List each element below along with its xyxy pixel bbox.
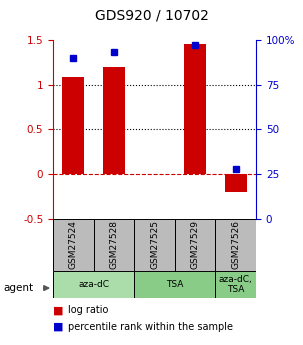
Bar	[53, 219, 94, 271]
Text: GDS920 / 10702: GDS920 / 10702	[95, 9, 208, 23]
Text: GSM27529: GSM27529	[191, 220, 200, 269]
Bar	[215, 219, 256, 271]
Text: ■: ■	[53, 305, 64, 315]
Bar	[175, 219, 215, 271]
Bar	[94, 219, 134, 271]
Text: aza-dC: aza-dC	[78, 280, 109, 289]
Text: percentile rank within the sample: percentile rank within the sample	[68, 322, 233, 332]
Text: GSM27528: GSM27528	[109, 220, 118, 269]
Text: GSM27525: GSM27525	[150, 220, 159, 269]
Bar	[215, 271, 256, 298]
Bar	[134, 271, 215, 298]
Bar	[53, 271, 134, 298]
Bar	[134, 219, 175, 271]
Text: aza-dC,
TSA: aza-dC, TSA	[219, 275, 253, 294]
Text: agent: agent	[3, 283, 33, 293]
Bar	[184, 44, 206, 174]
Text: TSA: TSA	[166, 280, 184, 289]
Text: ■: ■	[53, 322, 64, 332]
Bar	[103, 67, 125, 174]
Bar	[225, 174, 247, 192]
Text: log ratio: log ratio	[68, 305, 108, 315]
Bar	[62, 77, 85, 174]
Text: GSM27524: GSM27524	[69, 220, 78, 269]
Text: GSM27526: GSM27526	[231, 220, 240, 269]
